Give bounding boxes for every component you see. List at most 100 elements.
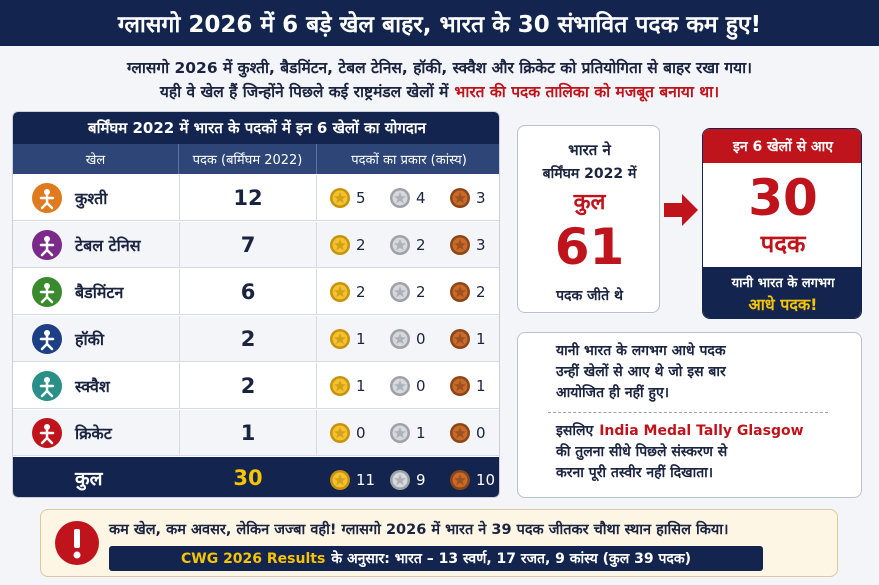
intro-line: ग्लासगो 2026 में कुश्ती, बैडमिंटन, टेबल …: [126, 59, 753, 77]
summary-value: 61: [554, 218, 625, 276]
medal: [390, 423, 410, 443]
explanation-line: आयोजित ही नहीं हुए।: [556, 385, 670, 401]
footer-highlight: CWG 2026 Results: [180, 550, 326, 567]
sport-icon: [31, 276, 63, 308]
intro-text: यही वे खेल हैं जिन्होंने पिछले कई राष्ट्…: [159, 83, 449, 101]
medal: [330, 376, 350, 396]
medal: [390, 235, 410, 255]
medal-icon: [449, 328, 471, 350]
icon: [32, 324, 62, 354]
medal: [450, 329, 470, 349]
summary-line: भारत ने: [568, 141, 611, 159]
icon: [32, 371, 62, 401]
medal: [330, 282, 350, 302]
medal-icon: [389, 281, 411, 303]
table-header: खेल पदक (बर्मिंघम 2022) पदकों का प्रकार …: [13, 144, 499, 174]
medal: [390, 282, 410, 302]
medal-icon: [329, 375, 351, 397]
medal-total: 1: [179, 410, 317, 456]
sport-icon: [31, 182, 63, 214]
summary-line: बर्मिंघम 2022 में: [542, 166, 637, 182]
medal: [450, 235, 470, 255]
medal-count: 2: [476, 283, 486, 301]
medal: [330, 470, 350, 490]
icon: [32, 418, 62, 448]
medal-count: 3: [476, 236, 486, 254]
sport-name: बैडमिंटन: [75, 283, 124, 302]
sport-icon: [31, 370, 63, 402]
sport-icon: [31, 323, 63, 355]
explanation-line: उन्हीं खेलों से आए थे जो इस बार: [556, 364, 726, 380]
medal: [390, 470, 410, 490]
result-value: 30: [748, 169, 818, 227]
medal-count: 0: [476, 424, 486, 442]
medal-count: 1: [416, 424, 426, 442]
table-row: स्क्वैश 2 1 0 1: [13, 363, 499, 409]
medal-count: 0: [416, 330, 426, 348]
medal-count: 0: [416, 377, 426, 395]
medal-icon: [329, 328, 351, 350]
result-unit: पदक: [760, 230, 806, 258]
medal-count: 1: [356, 377, 366, 395]
medal: [330, 423, 350, 443]
table-row: क्रिकेट 1 0 1 0: [13, 410, 499, 456]
icon: [32, 183, 62, 213]
table-row: बैडमिंटन 6 2 2 2: [13, 269, 499, 315]
column-header: पदक (बर्मिंघम 2022): [179, 144, 317, 174]
medal: [450, 188, 470, 208]
medal-icon: [449, 375, 471, 397]
result-note: यानी भारत के लगभग: [731, 276, 835, 291]
sport-name: कुश्ती: [75, 189, 108, 208]
footer-bar: CWG 2026 Results के अनुसार: भारत – 13 स्व…: [109, 546, 763, 571]
explanation-para: यानी भारत के लगभग आधे पदक उन्हीं खेलों से…: [556, 341, 726, 404]
medal-count: 5: [356, 189, 366, 207]
intro-highlight: भारत की पदक तालिका को मजबूत बनाया था।: [454, 83, 720, 101]
medal-icon: [389, 375, 411, 397]
summary-caption: पदक जीते थे: [556, 288, 623, 304]
table-row: टेबल टेनिस 7 2 2 3: [13, 222, 499, 268]
medal: [390, 188, 410, 208]
explanation-line: करना पूरी तस्वीर नहीं दिखाता।: [556, 465, 714, 481]
explanation-line: की तुलना सीधे पिछले संस्करण से: [556, 444, 728, 460]
result-emphasis: आधे पदक!: [748, 295, 818, 314]
summary-card: भारत ने बर्मिंघम 2022 में कुल 61 पदक जीत…: [517, 125, 660, 313]
medal-count: 2: [356, 283, 366, 301]
table-row: हॉकी 2 1 0 1: [13, 316, 499, 362]
medal-icon: [389, 187, 411, 209]
result-header: इन 6 खेलों से आए: [703, 129, 861, 163]
alert-icon: [55, 521, 99, 565]
sport-name: हॉकी: [75, 330, 105, 349]
medal-count: 4: [416, 189, 426, 207]
sport-name: स्क्वैश: [75, 377, 110, 396]
explanation-line: इसलिए India Medal Tally Glasgow: [556, 421, 804, 442]
explanation-line: यानी भारत के लगभग आधे पदक: [556, 343, 726, 359]
explanation-card: यानी भारत के लगभग आधे पदक उन्हीं खेलों से…: [517, 332, 862, 498]
medal-table: बर्मिंघम 2022 में भारत के पदकों में इन 6…: [12, 111, 500, 498]
medal-count: 10: [476, 471, 496, 489]
medal-count: 9: [416, 471, 426, 489]
result-footer: यानी भारत के लगभग आधे पदक!: [703, 267, 861, 318]
footer-box: कम खेल, कम अवसर, लेकिन जज्बा वही! ग्लासग…: [40, 509, 838, 577]
medal-count: 1: [476, 377, 486, 395]
column-header: खेल: [13, 144, 179, 174]
arrow: [664, 194, 698, 226]
medal: [450, 376, 470, 396]
medal-count: 2: [356, 236, 366, 254]
medal-icon: [449, 422, 471, 444]
divider: [548, 412, 828, 413]
sport-icon: [31, 417, 63, 449]
medal-icon: [389, 234, 411, 256]
medal-count: 0: [356, 424, 366, 442]
medal-icon: [329, 187, 351, 209]
medal-total: 12: [179, 175, 317, 221]
medal-icon: [389, 328, 411, 350]
medal: [450, 282, 470, 302]
explanation-highlight: India Medal Tally Glasgow: [599, 423, 804, 439]
footer-line: कम खेल, कम अवसर, लेकिन जज्बा वही! ग्लासग…: [109, 522, 729, 538]
medal: [390, 376, 410, 396]
icon: [32, 230, 62, 260]
total-label: कुल: [75, 468, 103, 490]
total-value: 30: [233, 466, 263, 490]
medal-icon: [389, 469, 411, 491]
medal-count: 3: [476, 189, 486, 207]
